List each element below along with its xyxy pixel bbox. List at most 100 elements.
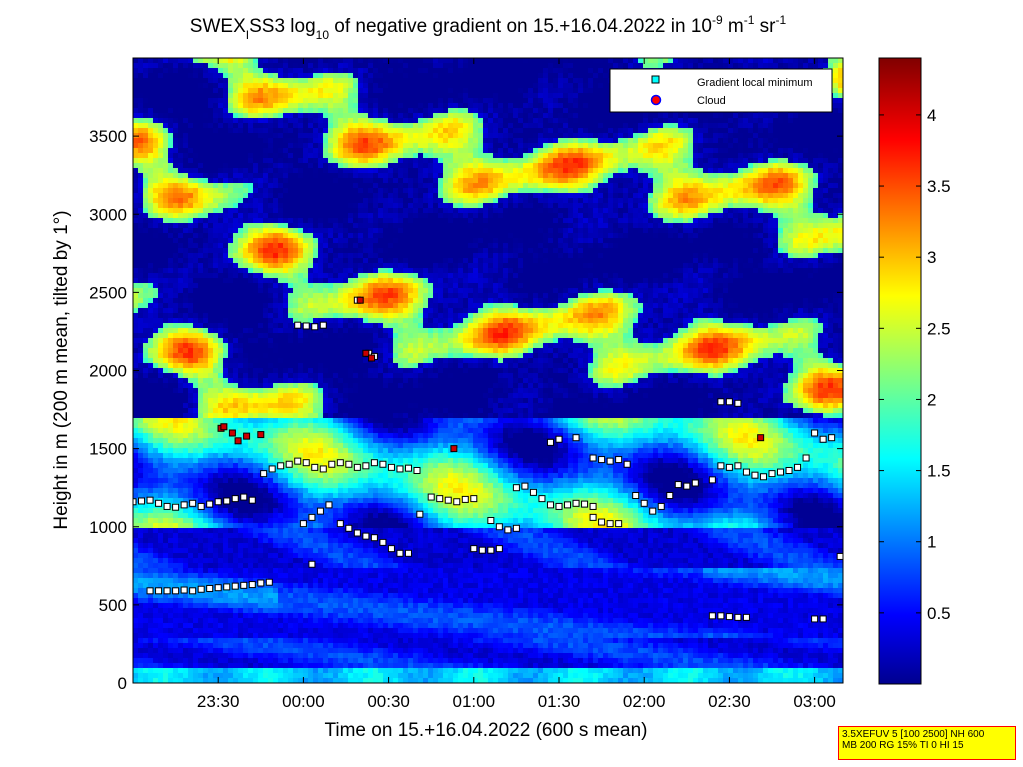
heatmap-cell (138, 668, 144, 674)
heatmap-cell (278, 133, 284, 139)
heatmap-cell (183, 618, 189, 624)
heatmap-cell (153, 213, 159, 219)
heatmap-cell (188, 593, 194, 599)
heatmap-cell (303, 608, 309, 614)
heatmap-cell (238, 538, 244, 544)
heatmap-cell (218, 73, 224, 79)
heatmap-cell (198, 263, 204, 269)
heatmap-cell (298, 648, 304, 654)
heatmap-cell (218, 388, 224, 394)
heatmap-cell (283, 558, 289, 564)
heatmap-cell (223, 613, 229, 619)
heatmap-cell (203, 313, 209, 319)
heatmap-cell (328, 293, 334, 299)
heatmap-cell (178, 443, 184, 449)
heatmap-cell (148, 663, 154, 669)
heatmap-cell (323, 248, 329, 254)
heatmap-cell (243, 363, 249, 369)
heatmap-cell (218, 638, 224, 644)
heatmap-cell (203, 263, 209, 269)
heatmap-cell (233, 443, 239, 449)
heatmap-cell (163, 463, 169, 469)
heatmap-cell (268, 548, 274, 554)
heatmap-cell (148, 258, 154, 264)
heatmap-cell (263, 643, 269, 649)
heatmap-cell (233, 353, 239, 359)
heatmap-cell (273, 388, 279, 394)
heatmap-cell (133, 118, 139, 124)
heatmap-cell (183, 93, 189, 99)
heatmap-cell (203, 123, 209, 129)
heatmap-cell (293, 273, 299, 279)
heatmap-cell (203, 643, 209, 649)
heatmap-cell (208, 233, 214, 239)
heatmap-cell (163, 298, 169, 304)
heatmap-cell (298, 183, 304, 189)
heatmap-cell (308, 603, 314, 609)
heatmap-cell (193, 438, 199, 444)
heatmap-cell (148, 543, 154, 549)
heatmap-cell (308, 523, 314, 529)
heatmap-cell (308, 573, 314, 579)
heatmap-cell (268, 433, 274, 439)
heatmap-cell (288, 123, 294, 129)
heatmap-cell (243, 593, 249, 599)
heatmap-cell (183, 528, 189, 534)
heatmap-cell (158, 628, 164, 634)
heatmap-cell (278, 598, 284, 604)
heatmap-cell (188, 363, 194, 369)
heatmap-cell (273, 488, 279, 494)
heatmap-cell (188, 628, 194, 634)
heatmap-cell (183, 248, 189, 254)
heatmap-cell (313, 613, 319, 619)
heatmap-cell (178, 508, 184, 514)
heatmap-cell (243, 408, 249, 414)
heatmap-cell (178, 563, 184, 569)
heatmap-cell (178, 623, 184, 629)
heatmap-cell (208, 268, 214, 274)
heatmap-cell (283, 348, 289, 354)
heatmap-cell (188, 123, 194, 129)
heatmap-cell (328, 183, 334, 189)
heatmap-cell (268, 193, 274, 199)
heatmap-cell (213, 63, 219, 69)
heatmap-cell (328, 518, 334, 524)
heatmap-cell (183, 103, 189, 109)
heatmap-cell (183, 448, 189, 454)
heatmap-cell (323, 518, 329, 524)
heatmap-cell (148, 188, 154, 194)
heatmap-cell (208, 78, 214, 84)
heatmap-cell (168, 393, 174, 399)
heatmap-cell (243, 573, 249, 579)
heatmap-cell (288, 308, 294, 314)
heatmap-cell (213, 233, 219, 239)
heatmap-cell (228, 663, 234, 669)
heatmap-cell (228, 208, 234, 214)
heatmap-cell (158, 58, 164, 64)
heatmap-cell (313, 268, 319, 274)
heatmap-cell (323, 63, 329, 69)
heatmap-cell (153, 523, 159, 529)
heatmap-cell (328, 273, 334, 279)
heatmap-cell (138, 73, 144, 79)
heatmap-cell (328, 658, 334, 664)
heatmap-cell (143, 153, 149, 159)
heatmap-cell (168, 423, 174, 429)
heatmap-cell (213, 378, 219, 384)
heatmap-cell (268, 523, 274, 529)
heatmap-cell (153, 333, 159, 339)
heatmap-cell (213, 538, 219, 544)
heatmap-cell (323, 443, 329, 449)
heatmap-cell (328, 443, 334, 449)
heatmap-cell (188, 418, 194, 424)
heatmap-cell (223, 108, 229, 114)
heatmap-cell (133, 673, 139, 679)
heatmap-cell (133, 183, 139, 189)
heatmap-cell (268, 58, 274, 64)
heatmap-cell (148, 238, 154, 244)
heatmap-cell (278, 383, 284, 389)
heatmap-cell (253, 558, 259, 564)
heatmap-cell (298, 213, 304, 219)
heatmap-cell (173, 553, 179, 559)
heatmap-cell (298, 308, 304, 314)
